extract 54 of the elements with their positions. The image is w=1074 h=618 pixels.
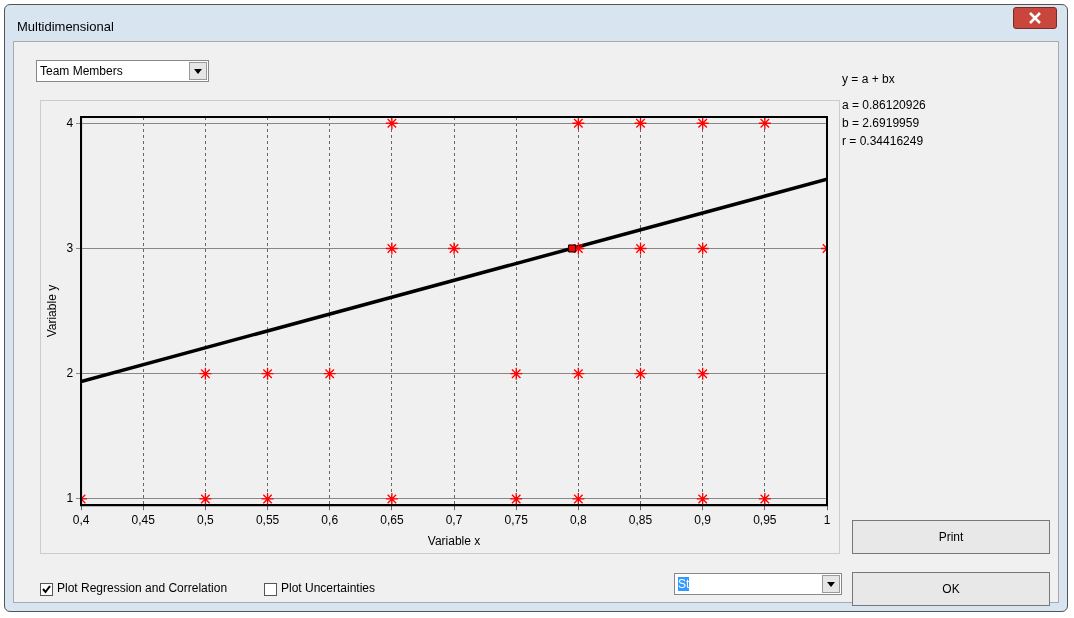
- x-tick-label: 0,45: [131, 512, 156, 527]
- x-tick-label: 0,85: [628, 512, 653, 527]
- x-tick-label: 0,5: [197, 512, 215, 527]
- x-tick-label: 0,7: [445, 512, 463, 527]
- chart-title: Multidimensional: [17, 19, 114, 34]
- point: [571, 367, 586, 381]
- text: r = 0.34416249: [842, 134, 924, 148]
- point: [385, 117, 399, 130]
- x-tick-label: 0,4: [72, 512, 90, 527]
- text: a = 0.86120926: [842, 98, 926, 112]
- y-tick-label: 1: [66, 491, 74, 506]
- text: b = 2.6919959: [842, 116, 920, 130]
- point: [633, 241, 648, 256]
- dropdown: Team Members: [36, 60, 209, 82]
- text: Plot Uncertainties: [281, 581, 376, 595]
- point: [198, 492, 213, 506]
- point: [385, 241, 399, 256]
- point: [571, 117, 586, 130]
- y-tick-label: 2: [66, 366, 74, 381]
- point: [571, 492, 586, 506]
- text: OK: [942, 582, 960, 596]
- point: [260, 367, 275, 381]
- y-tick-label: 3: [66, 240, 74, 255]
- y-axis-title: Variable y: [44, 284, 59, 338]
- point: [447, 241, 461, 256]
- point: [633, 117, 648, 130]
- x-tick-label: 0,9: [694, 512, 712, 527]
- point: [696, 492, 710, 506]
- point: [509, 492, 523, 506]
- point: [198, 367, 213, 381]
- x-tick-label: 1: [823, 512, 831, 527]
- point: [696, 367, 710, 381]
- point: [260, 492, 275, 506]
- x-tick-label: 0,6: [321, 512, 339, 527]
- point: [696, 117, 710, 130]
- point: [385, 492, 399, 506]
- x-axis-title: Variable x: [427, 534, 481, 549]
- point: [633, 367, 648, 381]
- point: [323, 367, 337, 381]
- x-tick-label: 0,75: [504, 512, 529, 527]
- point: [758, 117, 772, 130]
- text: Plot Regression and Correlation: [57, 581, 228, 595]
- x-tick-label: 0,8: [570, 512, 588, 527]
- point: [509, 367, 523, 381]
- x-tick-label: 0,55: [255, 512, 280, 527]
- x-tick-label: 0,65: [380, 512, 404, 527]
- text: Print: [938, 530, 964, 544]
- dropdown: St: [674, 573, 842, 595]
- point: [696, 241, 710, 256]
- x-tick-label: 0,95: [753, 512, 777, 527]
- text: y = a + bx: [842, 72, 895, 86]
- y-tick-label: 4: [66, 115, 74, 130]
- point: [758, 492, 772, 506]
- point: [568, 244, 577, 253]
